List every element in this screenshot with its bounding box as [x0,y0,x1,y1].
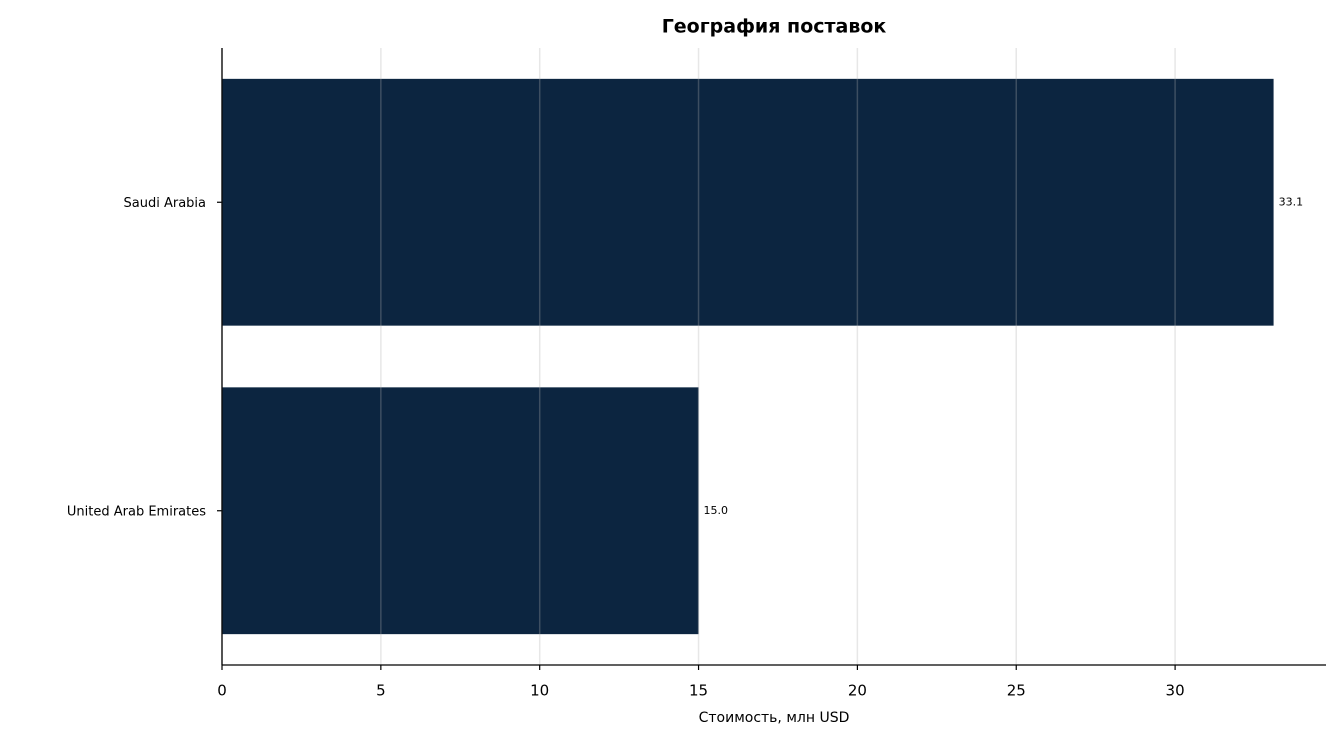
x-tick-label: 10 [530,682,549,700]
bar [222,78,1274,326]
x-tick-label: 30 [1166,682,1185,700]
x-tick-label: 5 [376,682,386,700]
x-tick-label: 0 [217,682,227,700]
bar [222,387,699,635]
value-label: 33.1 [1279,195,1304,208]
y-tick-label: Saudi Arabia [124,196,207,211]
value-label: 15.0 [704,504,729,517]
y-tick-label: United Arab Emirates [67,504,206,519]
x-tick-label: 20 [848,682,867,700]
x-tick-label: 15 [689,682,708,700]
x-tick-label: 25 [1007,682,1026,700]
x-axis-label: Стоимость, млн USD [699,710,850,726]
chart-title: География поставок [662,16,887,38]
